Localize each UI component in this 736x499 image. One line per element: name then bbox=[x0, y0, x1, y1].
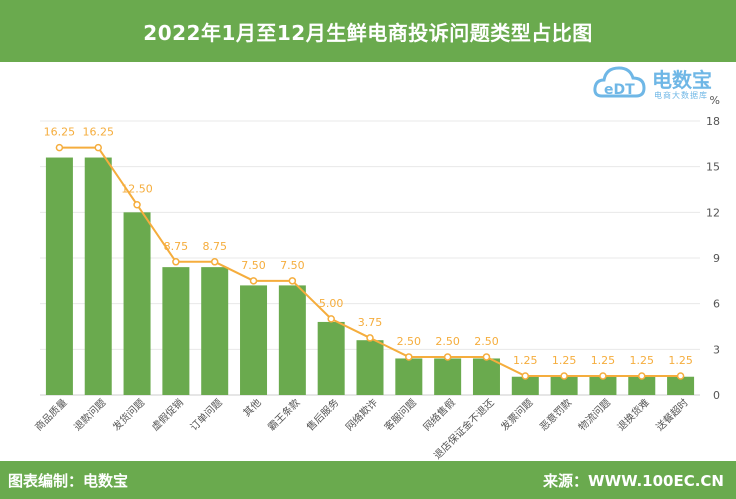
x-tick-label: 送餐超时 bbox=[653, 396, 690, 433]
data-label: 2.50 bbox=[474, 335, 499, 348]
data-label: 12.50 bbox=[121, 183, 153, 196]
cloud-logo-icon: eDT bbox=[593, 66, 646, 98]
bar bbox=[317, 321, 345, 395]
x-tick-label: 退款问题 bbox=[71, 396, 108, 433]
bar bbox=[278, 285, 306, 395]
bar bbox=[201, 267, 229, 395]
data-label: 8.75 bbox=[202, 240, 227, 253]
line-point bbox=[676, 372, 685, 380]
x-tick-label: 退换货难 bbox=[614, 396, 651, 433]
x-tick-label: 其他 bbox=[240, 396, 263, 419]
line-point bbox=[94, 143, 102, 152]
bar bbox=[550, 376, 578, 395]
y-tick-label: 18 bbox=[706, 115, 720, 128]
data-label: 1.25 bbox=[668, 354, 693, 367]
x-tick-label: 虚假促销 bbox=[149, 396, 186, 433]
x-tick-label: 霸王条款 bbox=[265, 396, 302, 433]
data-label: 16.25 bbox=[82, 126, 114, 139]
line-point bbox=[327, 315, 335, 323]
line-point bbox=[405, 353, 413, 361]
data-label: 1.25 bbox=[591, 354, 616, 367]
bar bbox=[472, 358, 500, 395]
bar bbox=[162, 267, 190, 395]
logo-text: 电数宝 bbox=[652, 68, 712, 92]
data-label: 7.50 bbox=[241, 259, 266, 272]
y-unit-label: % bbox=[710, 94, 720, 107]
x-tick-label: 售后服务 bbox=[304, 396, 341, 433]
line-point bbox=[599, 372, 607, 380]
x-tick-label: 订单问题 bbox=[187, 396, 224, 433]
x-tick-label: 物流问题 bbox=[576, 396, 613, 433]
line-point bbox=[133, 200, 141, 209]
bar bbox=[434, 358, 462, 395]
data-label: 1.25 bbox=[513, 354, 538, 367]
line-point bbox=[172, 258, 180, 266]
x-tick-label: 发货问题 bbox=[110, 396, 147, 433]
bar bbox=[589, 376, 617, 395]
x-tick-label: 发票问题 bbox=[498, 396, 535, 433]
line-point bbox=[560, 372, 568, 380]
data-label: 2.50 bbox=[435, 335, 460, 348]
x-tick-label: 商品质量 bbox=[32, 396, 69, 433]
line-point bbox=[288, 277, 297, 285]
footer-source: 来源：WWW.100EC.CN bbox=[543, 472, 724, 490]
header-banner: 2022年1月至12月生鲜电商投诉问题类型占比图 bbox=[0, 0, 736, 62]
y-tick-label: 3 bbox=[713, 343, 720, 356]
data-label: 5.00 bbox=[319, 297, 344, 310]
footer-author: 图表编制：电数宝 bbox=[8, 472, 129, 490]
footer-banner: 图表编制：电数宝 来源：WWW.100EC.CN bbox=[0, 461, 736, 499]
bar bbox=[628, 376, 656, 395]
data-label: 1.25 bbox=[630, 354, 655, 367]
chart-title: 2022年1月至12月生鲜电商投诉问题类型占比图 bbox=[143, 20, 593, 45]
data-label: 1.25 bbox=[552, 354, 577, 367]
x-tick-label: 恶意罚款 bbox=[537, 396, 574, 433]
data-label: 16.25 bbox=[44, 126, 76, 139]
y-tick-label: 12 bbox=[706, 206, 720, 219]
logo-mark: eDT bbox=[604, 82, 635, 98]
line-point bbox=[249, 277, 258, 285]
bar bbox=[45, 157, 73, 395]
bar bbox=[395, 358, 423, 395]
line-point bbox=[521, 372, 530, 380]
bar bbox=[356, 340, 384, 395]
logo: eDT 电数宝 电商大数据库 bbox=[592, 58, 712, 108]
line-point bbox=[210, 258, 219, 266]
y-tick-label: 6 bbox=[713, 298, 720, 311]
line-point bbox=[366, 334, 374, 342]
line-point bbox=[638, 372, 646, 380]
y-tick-label: 0 bbox=[713, 389, 720, 402]
bar bbox=[667, 376, 695, 395]
bar bbox=[84, 157, 112, 395]
bar bbox=[511, 376, 539, 395]
line-point bbox=[482, 353, 491, 361]
x-tick-label: 网络售假 bbox=[420, 396, 457, 433]
data-label: 2.50 bbox=[397, 335, 422, 348]
line-point bbox=[55, 143, 64, 152]
bar bbox=[123, 212, 151, 395]
line-point bbox=[443, 353, 452, 361]
bar bbox=[240, 285, 268, 395]
data-label: 7.50 bbox=[280, 259, 305, 272]
x-tick-label: 客服问题 bbox=[381, 396, 418, 433]
logo-subtitle: 电商大数据库 bbox=[654, 91, 708, 100]
data-label: 3.75 bbox=[358, 316, 383, 329]
data-label: 8.75 bbox=[164, 240, 189, 253]
y-tick-label: 15 bbox=[706, 161, 720, 174]
y-tick-label: 9 bbox=[713, 252, 720, 265]
x-tick-label: 网络欺诈 bbox=[343, 396, 380, 433]
